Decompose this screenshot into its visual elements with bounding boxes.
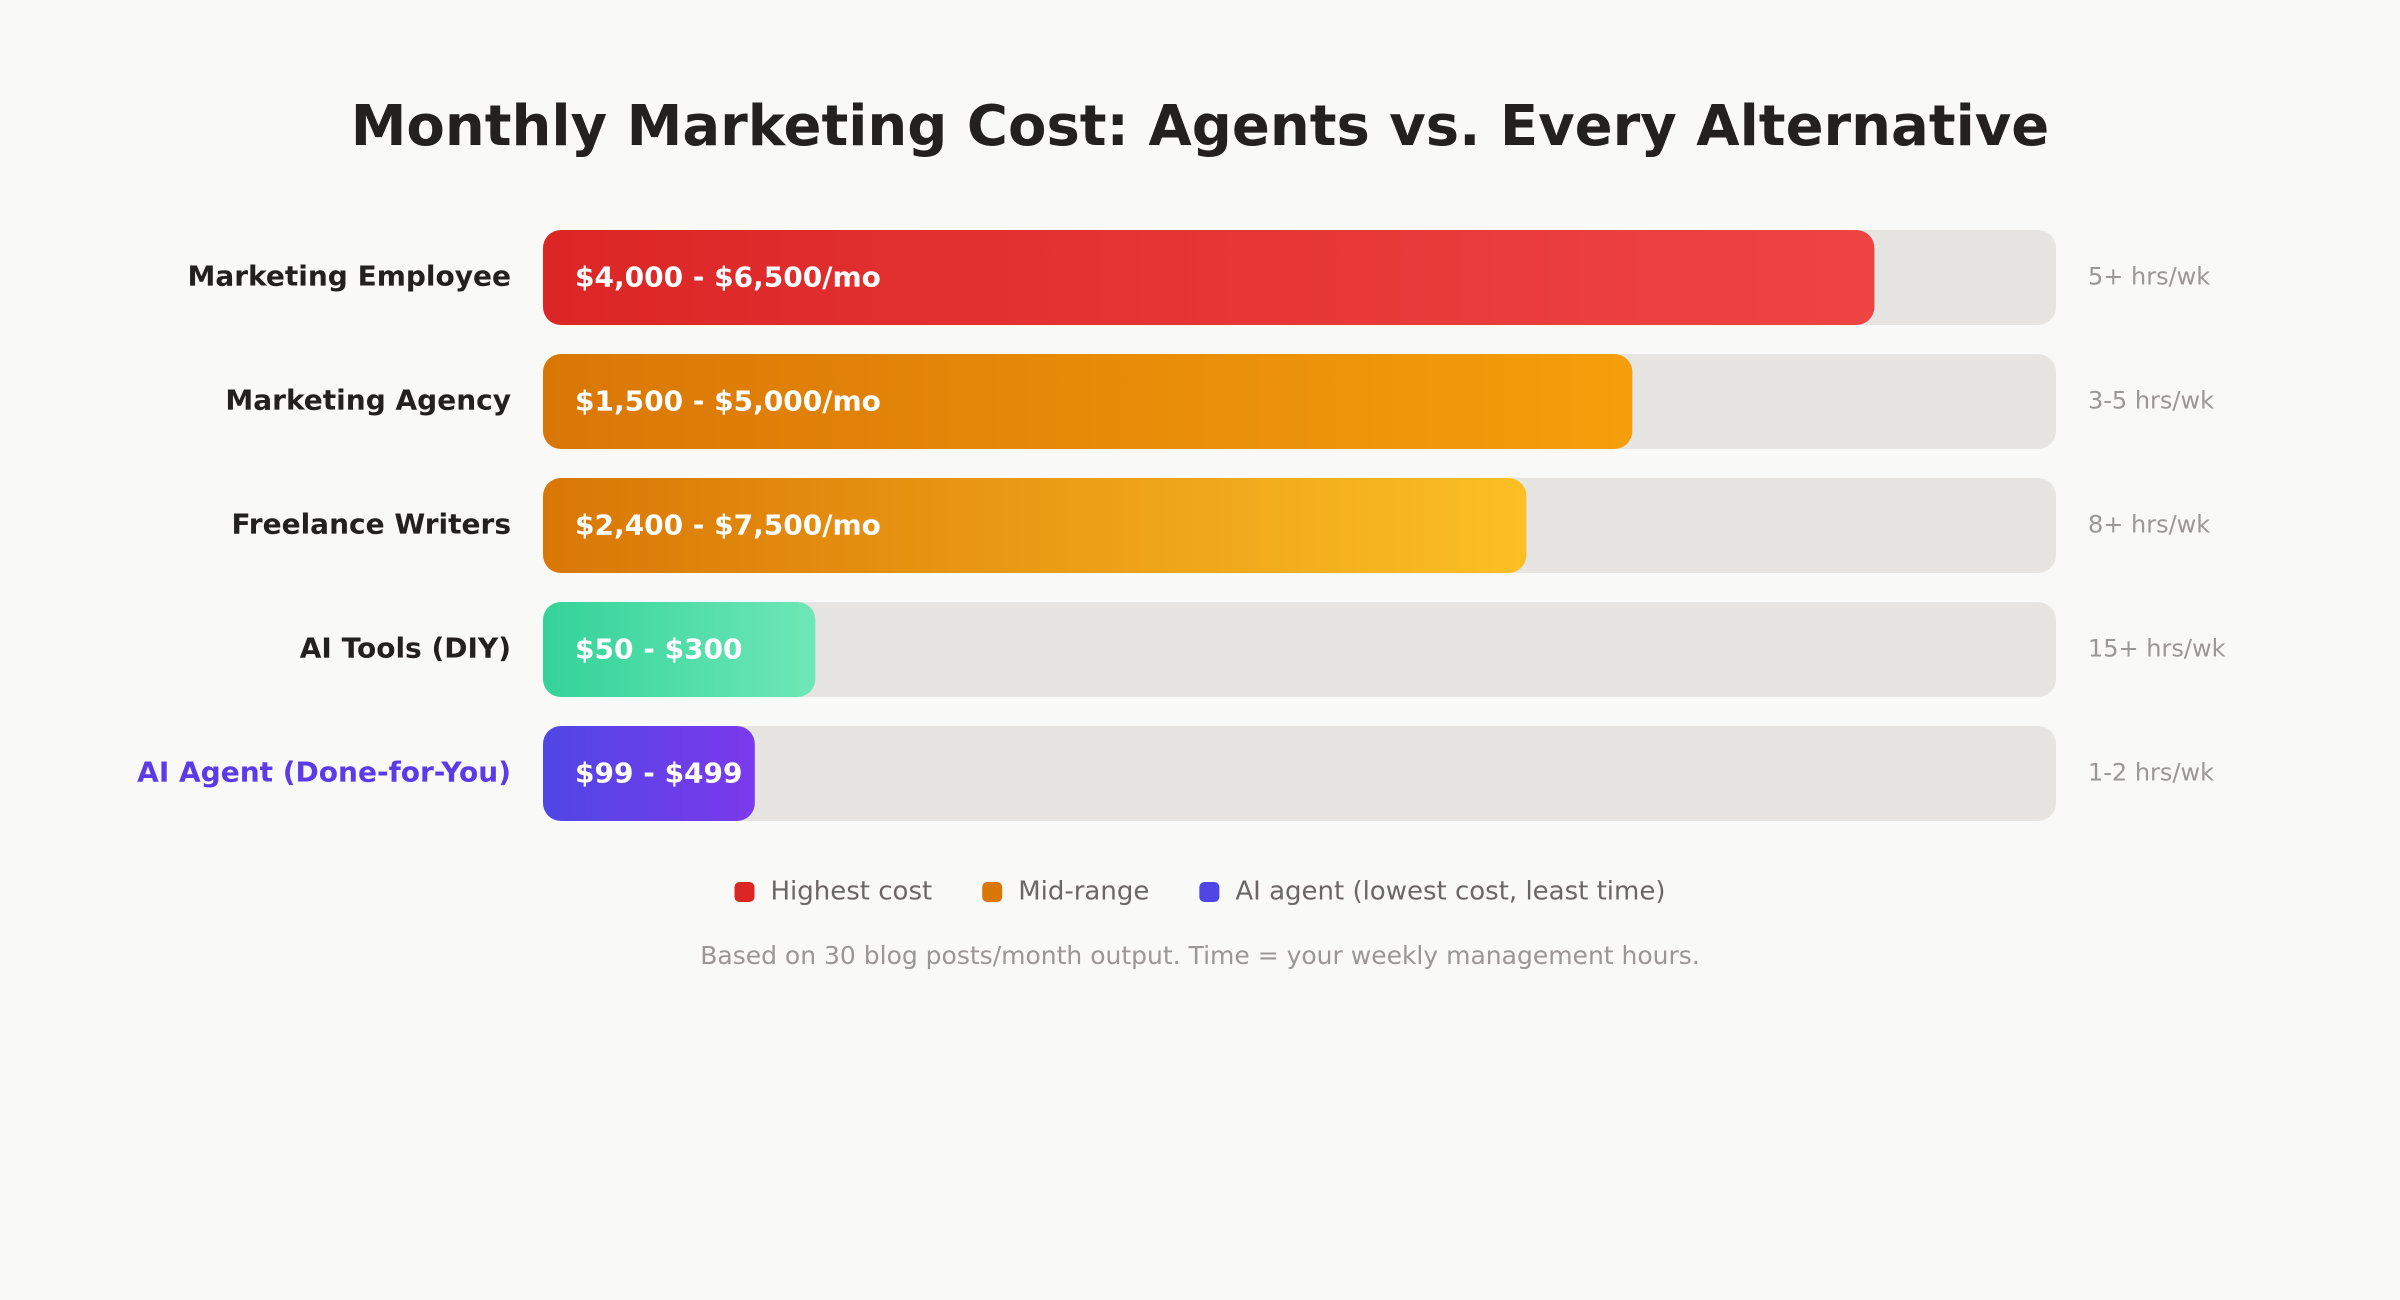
time-label: 1-2 hrs/wk <box>2088 759 2214 787</box>
legend-label: Highest cost <box>770 877 932 907</box>
cost-label: $2,400 - $7,500/mo <box>575 509 881 542</box>
bar <box>543 478 1527 573</box>
cost-label: $4,000 - $6,500/mo <box>575 261 881 294</box>
bar-track <box>543 726 2056 821</box>
cost-label: $50 - $300 <box>575 633 743 666</box>
bar <box>543 602 816 697</box>
cost-label: $99 - $499 <box>575 757 743 790</box>
legend-label: AI agent (lowest cost, least time) <box>1235 877 1665 907</box>
time-label: 8+ hrs/wk <box>2088 511 2210 539</box>
category-label: AI Agent (Done-for-You) <box>137 756 511 789</box>
bar-track <box>543 602 2056 697</box>
time-label: 5+ hrs/wk <box>2088 263 2210 291</box>
footnote: Based on 30 blog posts/month output. Tim… <box>700 941 1700 970</box>
bar <box>543 230 1875 325</box>
time-label: 15+ hrs/wk <box>2088 635 2226 663</box>
legend-swatch <box>982 882 1003 902</box>
time-label: 3-5 hrs/wk <box>2088 387 2214 415</box>
chart-title: Monthly Marketing Cost: Agents vs. Every… <box>351 94 2050 159</box>
category-label: Marketing Employee <box>187 260 511 293</box>
category-label: Marketing Agency <box>225 384 511 417</box>
legend-swatch <box>1199 882 1220 902</box>
bar <box>543 354 1633 449</box>
category-label: AI Tools (DIY) <box>300 632 511 665</box>
cost-label: $1,500 - $5,000/mo <box>575 385 881 418</box>
category-label: Freelance Writers <box>231 508 511 541</box>
bar <box>543 726 755 821</box>
legend-label: Mid-range <box>1018 877 1149 907</box>
legend: Highest cost Mid-range AI agent (lowest co… <box>734 877 1666 907</box>
legend-swatch <box>734 882 755 902</box>
